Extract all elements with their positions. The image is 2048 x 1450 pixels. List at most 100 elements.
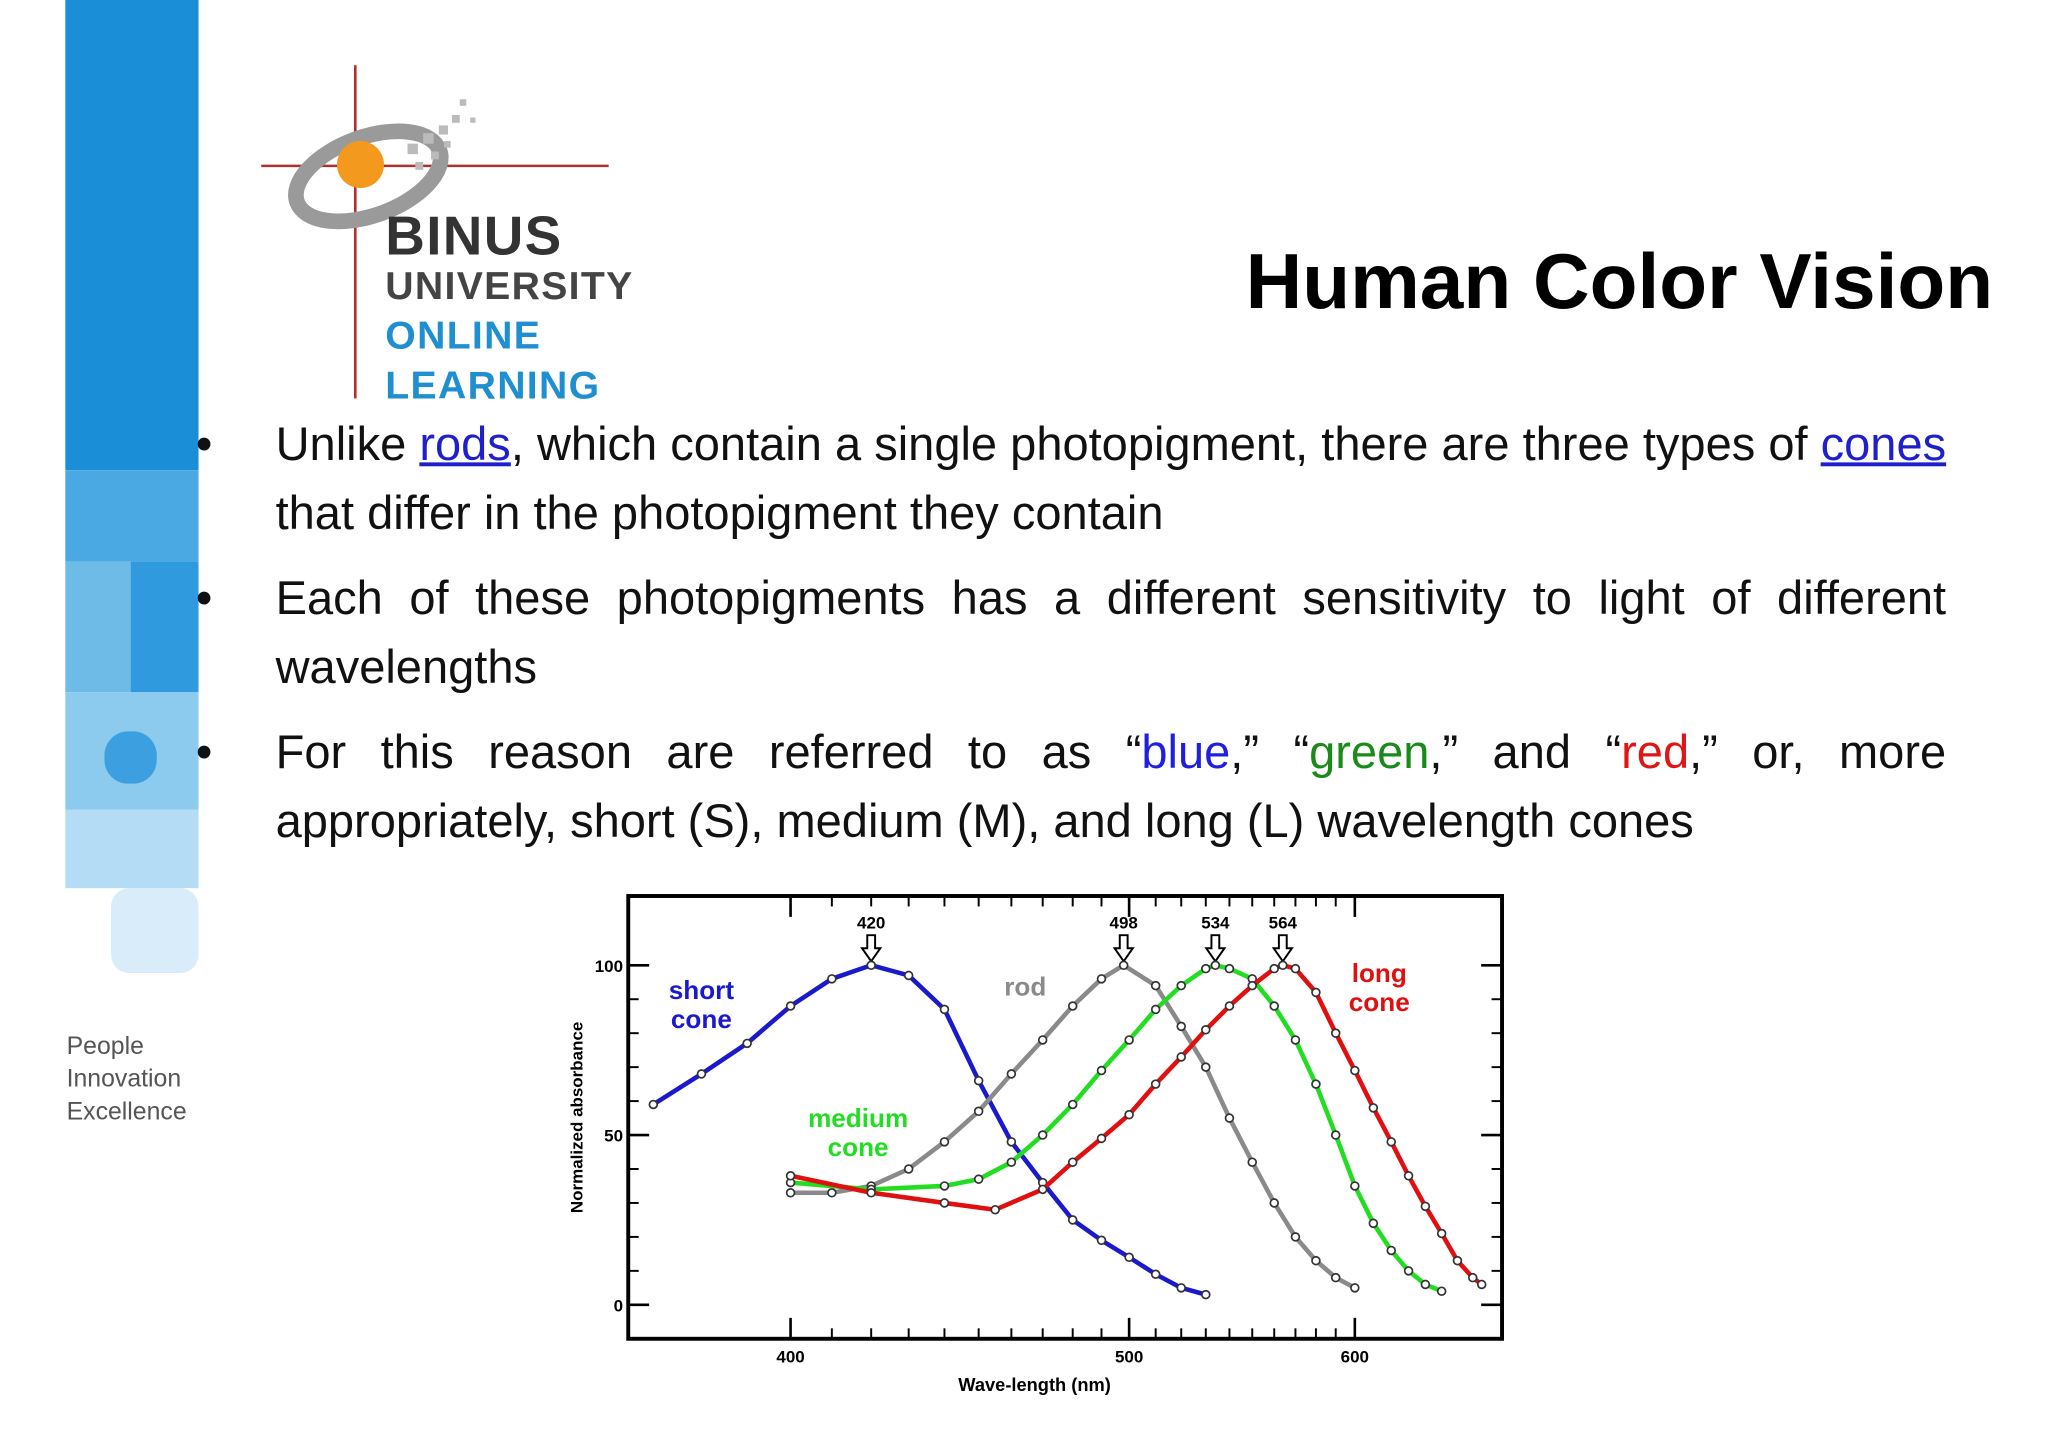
data-point: [1067, 1099, 1078, 1110]
text: For this reason are referred to as “: [275, 724, 1142, 779]
data-point: [1150, 1079, 1161, 1089]
plot-frame: [626, 894, 1504, 1341]
curve: [652, 962, 1207, 1297]
data-point: [1368, 1103, 1379, 1113]
logo-dot: [336, 141, 384, 189]
data-point: [990, 1204, 1000, 1215]
logo-pixels: [407, 99, 476, 170]
data-point: [648, 1099, 659, 1110]
data-point: [1311, 987, 1321, 998]
data-point: [1247, 1157, 1258, 1167]
curve-label: long: [1352, 958, 1407, 988]
motto: Excellence: [66, 1098, 187, 1126]
data-point: [1330, 1130, 1341, 1140]
slide-title: Human Color Vision: [1245, 237, 1994, 326]
data-point: [1350, 1181, 1360, 1191]
logo-text: LEARNING: [385, 364, 601, 408]
peak-arrow: [1204, 934, 1227, 964]
data-point: [785, 1001, 796, 1011]
colored-word: blue: [1141, 724, 1231, 779]
curve-label: cone: [1349, 987, 1410, 1017]
data-point: [1176, 1283, 1186, 1293]
side-bar: [65, 809, 199, 889]
data-point: [903, 1164, 914, 1174]
data-point: [696, 1069, 707, 1079]
x-tick-label: 500: [1115, 1347, 1143, 1366]
data-point: [1150, 980, 1161, 991]
data-point: [1420, 1279, 1431, 1290]
data-point: [939, 1137, 950, 1147]
data-point: [1224, 1001, 1235, 1011]
peak-label: 564: [1269, 914, 1298, 933]
peak-label: 534: [1201, 914, 1230, 933]
data-point: [1150, 1269, 1161, 1280]
colored-word: red: [1621, 724, 1690, 779]
data-point: [1176, 980, 1186, 991]
data-point: [1006, 1157, 1017, 1167]
data-point: [1201, 1062, 1211, 1072]
data-point: [1278, 960, 1288, 971]
data-point: [1006, 1069, 1017, 1079]
peak-arrow: [1271, 934, 1294, 964]
x-axis-label: Wave-length (nm): [958, 1374, 1111, 1395]
link[interactable]: cones: [1820, 416, 1947, 471]
data-point: [785, 1171, 796, 1181]
peak-arrow: [860, 934, 883, 964]
data-point: [742, 1038, 752, 1049]
data-point: [1037, 1035, 1048, 1045]
data-point: [1176, 1021, 1186, 1032]
data-point: [1067, 1215, 1078, 1225]
text: , which contain a single photopigment, t…: [510, 416, 1821, 471]
data-point: [866, 1188, 876, 1198]
y-tick-label: 50: [604, 1127, 623, 1146]
curve-label: rod: [1004, 971, 1046, 1001]
logo-swoosh: [288, 123, 449, 230]
data-point: [1290, 1232, 1301, 1242]
side-bar: [65, 470, 199, 562]
side-bar: [130, 561, 199, 693]
side-bar: [65, 0, 199, 471]
data-point: [827, 1188, 837, 1198]
peak-label: 498: [1110, 914, 1138, 933]
text: ,” and “: [1429, 724, 1622, 779]
text: that differ in the photopigment they con…: [275, 485, 1164, 540]
data-point: [1201, 1025, 1211, 1035]
data-point: [1420, 1201, 1431, 1212]
data-point: [939, 1198, 950, 1208]
data-point: [1096, 1235, 1107, 1246]
bullet-list: Unlike rods, which contain a single phot…: [196, 409, 1946, 871]
y-tick-label: 0: [614, 1296, 623, 1315]
data-point: [785, 1188, 796, 1198]
link[interactable]: rods: [419, 416, 511, 471]
data-point: [1452, 1255, 1463, 1266]
data-point: [973, 1075, 984, 1086]
data-point: [1224, 963, 1235, 974]
text: Unlike: [275, 416, 420, 471]
data-point: [1247, 980, 1258, 991]
motto: People: [66, 1033, 144, 1061]
data-point: [1037, 1130, 1048, 1140]
peak-label: 420: [857, 914, 885, 933]
data-point: [1201, 1289, 1211, 1300]
data-point: [939, 1004, 950, 1015]
side-bar: [65, 561, 131, 693]
data-point: [1067, 1157, 1078, 1167]
curve-label: medium: [808, 1103, 908, 1133]
data-point: [1476, 1279, 1487, 1290]
data-point: [1290, 963, 1301, 974]
x-tick-label: 400: [776, 1347, 804, 1366]
data-point: [1224, 1113, 1235, 1123]
curve-label: cone: [828, 1132, 889, 1162]
data-point: [866, 960, 876, 971]
data-point: [1368, 1218, 1379, 1229]
curve-label: short: [669, 975, 735, 1005]
data-point: [1350, 1283, 1360, 1293]
data-point: [1436, 1228, 1447, 1239]
data-point: [1386, 1245, 1397, 1256]
data-point: [1311, 1079, 1321, 1089]
bullet: Unlike rods, which contain a single phot…: [196, 409, 1946, 547]
data-point: [1350, 1065, 1360, 1076]
